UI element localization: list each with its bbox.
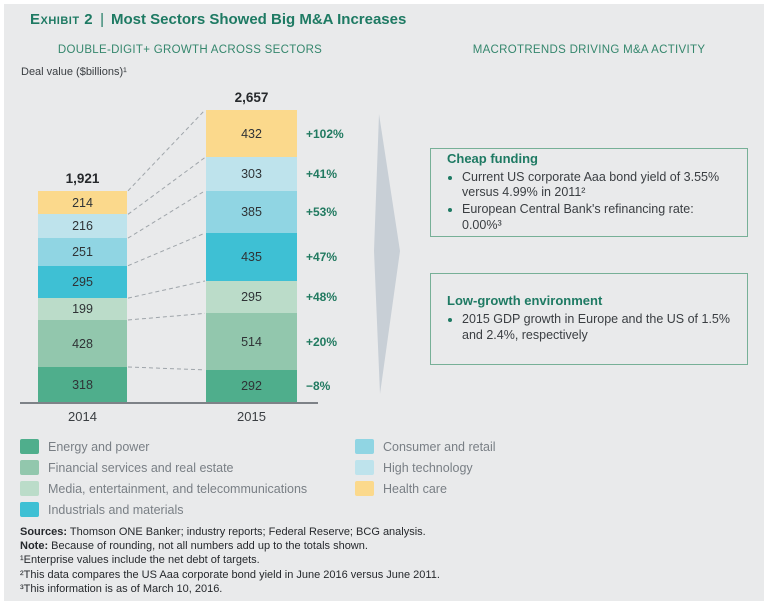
- legend-item-financial-services-and-real-estate: Financial services and real estate: [20, 457, 307, 478]
- right-section-heading: MACROTRENDS DRIVING M&A ACTIVITY: [472, 44, 706, 56]
- axis-unit-label: Deal value ($billions)¹: [21, 66, 127, 78]
- pct-change-label: +53%: [306, 204, 338, 219]
- segment-value-label: 435: [241, 250, 262, 265]
- legend-label: Financial services and real estate: [48, 460, 234, 475]
- bar-segment-high-technology: 303: [206, 157, 297, 191]
- legend-swatch-high-technology: [355, 460, 374, 475]
- bar-segment-consumer-and-retail: 385: [206, 190, 297, 234]
- legend-column-left: Energy and power Financial services and r…: [20, 436, 307, 520]
- bar-segment-consumer-and-retail: 251: [38, 238, 127, 266]
- box-title: Low-growth environment: [447, 293, 603, 309]
- bullet-item: 2015 GDP growth in Europe and the US of …: [462, 312, 733, 343]
- legend-item-high-technology: High technology: [355, 457, 496, 478]
- legend-swatch-consumer-and-retail: [355, 439, 374, 454]
- footnotes: Sources: Thomson ONE Banker; industry re…: [20, 525, 440, 596]
- pct-change-label: +102%: [306, 126, 344, 141]
- pct-change-label: +47%: [306, 250, 338, 265]
- segment-value-label: 292: [241, 378, 262, 393]
- bar-segment-media-entertainment-and-telecommunications: 295: [206, 280, 297, 314]
- pct-change-label: +48%: [306, 290, 338, 305]
- legend-item-media-entertainment-and-telecommunications: Media, entertainment, and telecommunicat…: [20, 478, 307, 499]
- box-title: Cheap funding: [447, 150, 538, 166]
- x-axis-category-label: 2015: [237, 409, 266, 424]
- segment-value-label: 214: [72, 195, 93, 210]
- exhibit-number: Exhibit 2: [30, 11, 94, 28]
- segment-value-label: 295: [241, 290, 262, 305]
- legend-label: Health care: [383, 481, 447, 496]
- page-title: Exhibit 2 | Most Sectors Showed Big M&A In…: [30, 11, 406, 28]
- bar-segment-health-care: 214: [38, 190, 127, 215]
- bullet-item: European Central Bank's refinancing rate…: [462, 202, 733, 233]
- legend-label: Consumer and retail: [383, 439, 496, 454]
- legend-label: Industrials and materials: [48, 502, 184, 517]
- segment-value-label: 318: [72, 377, 93, 392]
- legend-swatch-industrials-and-materials: [20, 502, 39, 517]
- legend-swatch-media-entertainment-and-telecommunications: [20, 481, 39, 496]
- legend-swatch-energy-and-power: [20, 439, 39, 454]
- legend-item-health-care: Health care: [355, 478, 496, 499]
- legend-item-industrials-and-materials: Industrials and materials: [20, 499, 307, 520]
- segment-value-label: 199: [72, 302, 93, 317]
- segment-value-label: 295: [72, 274, 93, 289]
- bar-segment-industrials-and-materials: 435: [206, 233, 297, 281]
- pct-change-label: −8%: [306, 378, 331, 393]
- macro-box-low-growth: Low-growth environment 2015 GDP growth i…: [430, 273, 748, 365]
- legend-swatch-health-care: [355, 481, 374, 496]
- bar-segment-energy-and-power: 292: [206, 369, 297, 402]
- segment-value-label: 514: [241, 334, 262, 349]
- segment-value-label: 385: [241, 204, 262, 219]
- footnote-3: ³This information is as of March 10, 201…: [20, 582, 223, 595]
- segment-value-label: 432: [241, 126, 262, 141]
- segment-value-label: 303: [241, 167, 262, 182]
- footnote-sources: Sources: Thomson ONE Banker; industry re…: [20, 526, 426, 538]
- bar-segment-energy-and-power: 318: [38, 367, 127, 402]
- segment-value-label: 428: [72, 336, 93, 351]
- legend-label: Energy and power: [48, 439, 150, 454]
- footnote-1: ¹Enterprise values include the net debt …: [20, 554, 260, 567]
- bar-total-label: 2,657: [234, 89, 269, 105]
- legend-item-energy-and-power: Energy and power: [20, 436, 307, 457]
- bar-segment-financial-services-and-real-estate: 514: [206, 313, 297, 370]
- bar-total-label: 1,921: [65, 170, 100, 186]
- title-text: Most Sectors Showed Big M&A Increases: [110, 11, 407, 28]
- bar-segment-high-technology: 216: [38, 214, 127, 239]
- legend-label: High technology: [383, 460, 473, 475]
- pct-change-label: +20%: [306, 334, 338, 349]
- bullet-item: Current US corporate Aaa bond yield of 3…: [462, 170, 733, 201]
- box-bullet-list: 2015 GDP growth in Europe and the US of …: [447, 311, 733, 344]
- bar-segment-media-entertainment-and-telecommunications: 199: [38, 298, 127, 320]
- footnote-note: Note: Because of rounding, not all numbe…: [20, 540, 368, 553]
- segment-value-label: 251: [72, 244, 93, 259]
- x-axis-category-label: 2014: [68, 409, 97, 424]
- pct-change-label: +41%: [306, 167, 338, 182]
- footnote-2: ²This data compares the US Aaa corporate…: [20, 568, 440, 581]
- x-axis-line: [20, 402, 318, 404]
- bar-segment-financial-services-and-real-estate: 428: [38, 319, 127, 368]
- left-section-heading: DOUBLE-DIGIT+ GROWTH ACROSS SECTORS: [57, 44, 323, 56]
- legend-column-right: Consumer and retail High technology Health…: [355, 436, 496, 499]
- macro-box-cheap-funding: Cheap funding Current US corporate Aaa b…: [430, 148, 748, 237]
- segment-value-label: 216: [72, 219, 93, 234]
- legend-item-consumer-and-retail: Consumer and retail: [355, 436, 496, 457]
- box-bullet-list: Current US corporate Aaa bond yield of 3…: [447, 169, 733, 235]
- legend-label: Media, entertainment, and telecommunicat…: [48, 481, 308, 496]
- bar-segment-health-care: 432: [206, 109, 297, 158]
- title-separator: |: [100, 11, 104, 28]
- legend-swatch-financial-services-and-real-estate: [20, 460, 39, 475]
- bar-segment-industrials-and-materials: 295: [38, 265, 127, 299]
